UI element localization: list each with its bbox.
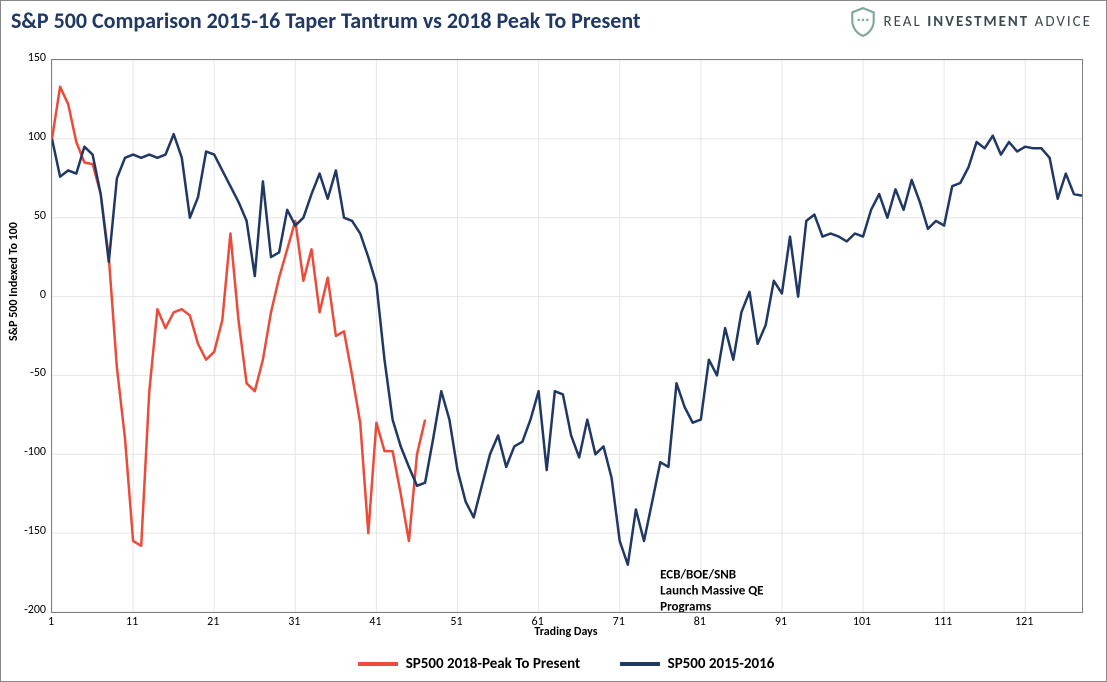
- y-tick-label: 0: [10, 288, 46, 302]
- legend-item-1: SP500 2018-Peak To Present: [358, 655, 581, 673]
- y-tick-label: 150: [10, 51, 46, 65]
- logo-text-1: REAL: [884, 13, 922, 31]
- x-tick-label: 21: [207, 615, 219, 629]
- y-tick-label: 50: [10, 209, 46, 223]
- logo-text-3: ADVICE: [1035, 13, 1092, 31]
- x-tick-label: 111: [934, 615, 952, 629]
- legend-swatch-2: [620, 662, 660, 666]
- y-tick-label: -150: [10, 524, 46, 538]
- brand-logo: REAL INVESTMENT ADVICE: [850, 7, 1093, 37]
- chart-title: S&P 500 Comparison 2015-16 Taper Tantrum…: [11, 7, 641, 34]
- x-tick-label: 71: [613, 615, 625, 629]
- legend-item-2: SP500 2015-2016: [620, 655, 775, 673]
- legend-swatch-1: [358, 662, 398, 666]
- x-tick-label: 51: [450, 615, 462, 629]
- plot-svg: ECB/BOE/SNBLaunch Massive QEPrograms: [52, 60, 1082, 612]
- svg-text:ECB/BOE/SNB: ECB/BOE/SNB: [660, 568, 736, 583]
- legend-label-1: SP500 2018-Peak To Present: [406, 655, 581, 673]
- x-tick-label: 101: [853, 615, 871, 629]
- x-tick-label: 121: [1015, 615, 1033, 629]
- legend-label-2: SP500 2015-2016: [668, 655, 775, 673]
- legend: SP500 2018-Peak To Present SP500 2015-20…: [51, 653, 1081, 673]
- y-axis-label: S&P 500 Indexed To 100: [7, 222, 21, 341]
- y-tick-label: -200: [10, 603, 46, 617]
- shield-icon: [850, 7, 876, 37]
- x-axis-label: Trading Days: [51, 625, 1081, 639]
- y-tick-label: -100: [10, 445, 46, 459]
- x-tick-label: 41: [369, 615, 381, 629]
- chart-frame: S&P 500 Comparison 2015-16 Taper Tantrum…: [0, 0, 1107, 682]
- x-tick-label: 61: [532, 615, 544, 629]
- svg-text:Programs: Programs: [660, 600, 711, 612]
- plot-area: ECB/BOE/SNBLaunch Massive QEPrograms: [51, 59, 1083, 613]
- logo-text-2: INVESTMENT: [927, 13, 1029, 31]
- svg-text:Launch Massive QE: Launch Massive QE: [660, 584, 763, 599]
- x-tick-label: 81: [694, 615, 706, 629]
- x-tick-label: 1: [48, 615, 54, 629]
- x-tick-label: 11: [126, 615, 138, 629]
- y-tick-label: 100: [10, 130, 46, 144]
- x-tick-label: 31: [288, 615, 300, 629]
- y-tick-label: -50: [10, 366, 46, 380]
- x-tick-label: 91: [775, 615, 787, 629]
